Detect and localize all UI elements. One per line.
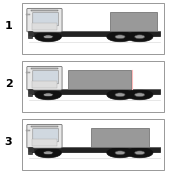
Circle shape xyxy=(135,93,145,97)
Bar xyxy=(31,68,58,69)
Bar xyxy=(28,89,32,96)
Bar xyxy=(29,31,160,36)
Text: 3: 3 xyxy=(5,137,12,147)
Circle shape xyxy=(115,93,125,97)
Bar xyxy=(26,72,30,73)
Polygon shape xyxy=(33,129,58,143)
Circle shape xyxy=(43,93,53,97)
Polygon shape xyxy=(33,12,58,27)
Circle shape xyxy=(126,148,153,158)
Circle shape xyxy=(126,90,153,100)
Circle shape xyxy=(107,90,133,100)
FancyBboxPatch shape xyxy=(27,66,62,90)
FancyBboxPatch shape xyxy=(27,8,62,32)
Circle shape xyxy=(35,32,61,42)
Bar xyxy=(32,81,57,88)
Bar xyxy=(29,90,33,94)
Circle shape xyxy=(126,32,153,42)
Bar xyxy=(29,148,33,152)
Bar xyxy=(29,32,33,36)
Bar xyxy=(32,23,57,30)
Circle shape xyxy=(115,151,125,155)
Polygon shape xyxy=(33,70,58,85)
Bar xyxy=(26,13,30,15)
Circle shape xyxy=(135,35,145,39)
Circle shape xyxy=(115,35,125,39)
Text: 2: 2 xyxy=(5,79,12,89)
Bar xyxy=(28,31,32,38)
Circle shape xyxy=(35,90,61,100)
Text: 1: 1 xyxy=(5,21,12,31)
FancyBboxPatch shape xyxy=(27,124,62,148)
Bar xyxy=(91,128,150,147)
Bar xyxy=(31,10,58,11)
Bar xyxy=(29,147,160,152)
Circle shape xyxy=(107,148,133,158)
Circle shape xyxy=(135,151,145,155)
Bar xyxy=(31,126,58,127)
Bar xyxy=(68,70,131,89)
Bar xyxy=(26,130,30,131)
Circle shape xyxy=(107,32,133,42)
Circle shape xyxy=(35,148,61,158)
Circle shape xyxy=(43,151,53,155)
Bar xyxy=(29,89,160,94)
Bar xyxy=(28,147,32,154)
Circle shape xyxy=(43,35,53,39)
Bar xyxy=(110,12,157,31)
Bar xyxy=(32,139,57,146)
